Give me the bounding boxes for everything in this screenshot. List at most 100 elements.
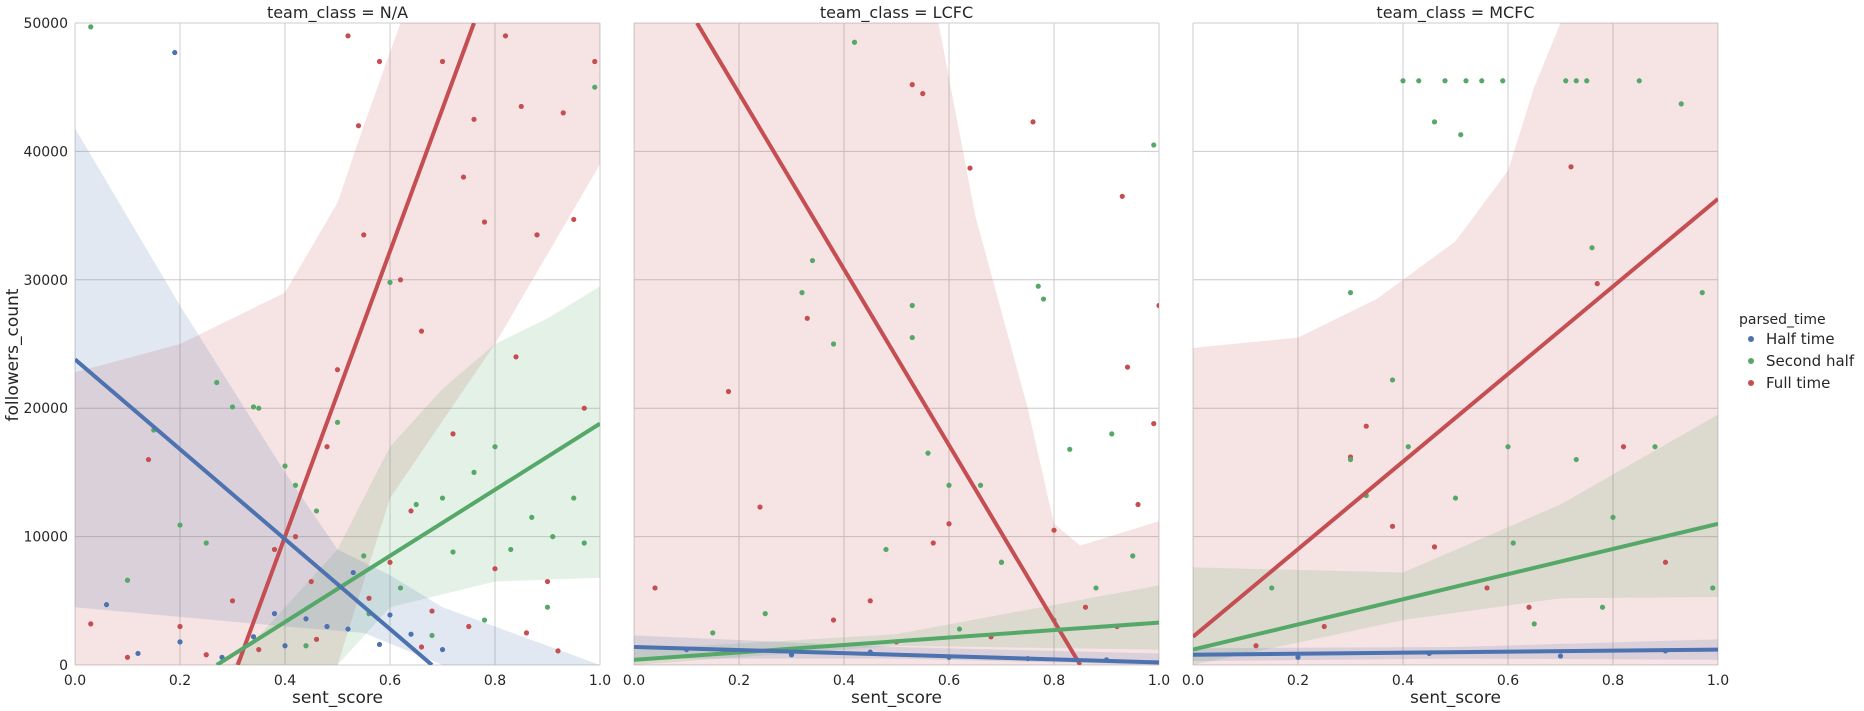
data-point-second-half [998,559,1005,565]
data-point-full-time [1484,585,1490,591]
data-point-second-half [1347,290,1354,296]
data-point-full-time [757,504,763,510]
data-point-second-half [1710,585,1716,591]
plot-area [75,23,600,665]
data-point-second-half [397,585,404,591]
data-point-second-half [1531,621,1537,627]
data-point-half-time [1557,653,1564,659]
data-point-half-time [172,49,178,56]
data-point-full-time [324,444,330,450]
data-point-full-time [920,91,926,97]
data-point-second-half [592,84,598,90]
x-tick-label: 0.8 [484,673,506,689]
legend-label: Half time [1766,330,1835,348]
data-point-full-time [581,405,587,411]
data-point-second-half [946,482,952,488]
data-point-second-half [1573,78,1579,84]
data-point-second-half [292,482,299,488]
data-point-second-half [1599,604,1606,610]
plot-area [634,23,1159,665]
data-point-full-time [308,578,314,585]
facet-title: team_class = MCFC [1376,3,1534,23]
data-point-full-time [418,644,425,650]
legend-title: parsed_time [1739,312,1826,328]
data-point-second-half [1109,431,1115,437]
data-point-second-half [883,546,889,553]
x-tick-label: 0.0 [64,673,86,689]
data-point-full-time [345,33,351,39]
x-tick-label: 0.2 [169,673,191,689]
data-point-second-half [1500,78,1506,84]
data-point-full-time [1030,119,1036,125]
data-point-second-half [1269,585,1275,591]
data-point-full-time [450,431,456,437]
data-point-half-time [324,623,330,630]
data-point-full-time [397,277,404,283]
data-point-full-time [88,621,94,627]
data-point-full-time [555,648,561,654]
data-point-full-time [725,388,732,395]
data-point-half-time [303,616,309,622]
data-point-second-half [313,508,320,514]
data-point-full-time [460,174,467,180]
data-point-full-time [229,598,236,604]
regression-line-full-time [235,23,476,665]
data-point-full-time [418,328,425,334]
data-point-second-half [450,549,456,555]
y-tick-label: 20000 [23,401,68,417]
data-point-second-half [544,604,551,610]
data-point-full-time [652,585,658,591]
data-point-full-time [804,315,810,321]
data-point-full-time [439,58,446,65]
data-point-second-half [429,632,435,639]
data-point-second-half [124,577,131,583]
data-point-second-half [1452,495,1459,501]
data-point-second-half [710,630,716,636]
data-point-second-half [229,404,236,410]
data-point-second-half [1699,290,1705,296]
data-point-half-time [376,641,383,648]
data-point-second-half [1416,78,1422,84]
facet-panel-1: 0.0 0.2 0.4 0.6 0.8 1.0 0 10000 20000 30000 40000 5… [23,3,611,708]
regression-line-full-time [1193,197,1718,639]
data-point-second-half [1067,446,1073,452]
data-point-full-time [534,232,540,238]
data-point-second-half [1479,78,1485,84]
data-point-second-half [334,419,341,425]
data-point-half-time [177,639,183,645]
regression-line-second-half [1193,521,1718,652]
data-point-second-half [413,501,419,508]
data-point-full-time [1082,604,1089,610]
data-point-second-half [1035,283,1041,289]
data-point-full-time [560,110,566,116]
x-tick-label: 1.0 [1707,673,1729,689]
data-point-second-half [830,341,837,347]
data-point-second-half [1510,540,1516,546]
data-point-second-half [471,469,477,475]
data-point-second-half [925,450,931,456]
data-point-second-half [1458,132,1464,138]
data-point-full-time [544,578,551,585]
data-point-half-time [1295,654,1301,660]
data-point-full-time [387,559,393,565]
data-point-second-half [1610,514,1616,520]
confidence-band-full-time [634,23,1159,665]
data-point-full-time [830,617,837,623]
data-point-second-half [1431,119,1438,125]
data-point-full-time [1135,501,1141,508]
data-point-full-time [177,623,183,630]
data-point-half-time [387,612,393,618]
data-point-second-half [203,540,209,546]
data-point-full-time [592,58,598,65]
x-tick-label: 0.6 [938,673,960,689]
legend-marker [1748,380,1754,386]
data-point-second-half [1505,444,1511,450]
data-point-second-half [361,553,367,559]
legend-label: Full time [1766,374,1830,392]
regression-line-full-time [695,23,1082,665]
data-point-second-half [1389,377,1396,383]
data-point-full-time [271,546,278,553]
plot-area [1193,23,1718,665]
y-tick-label: 30000 [23,273,68,289]
